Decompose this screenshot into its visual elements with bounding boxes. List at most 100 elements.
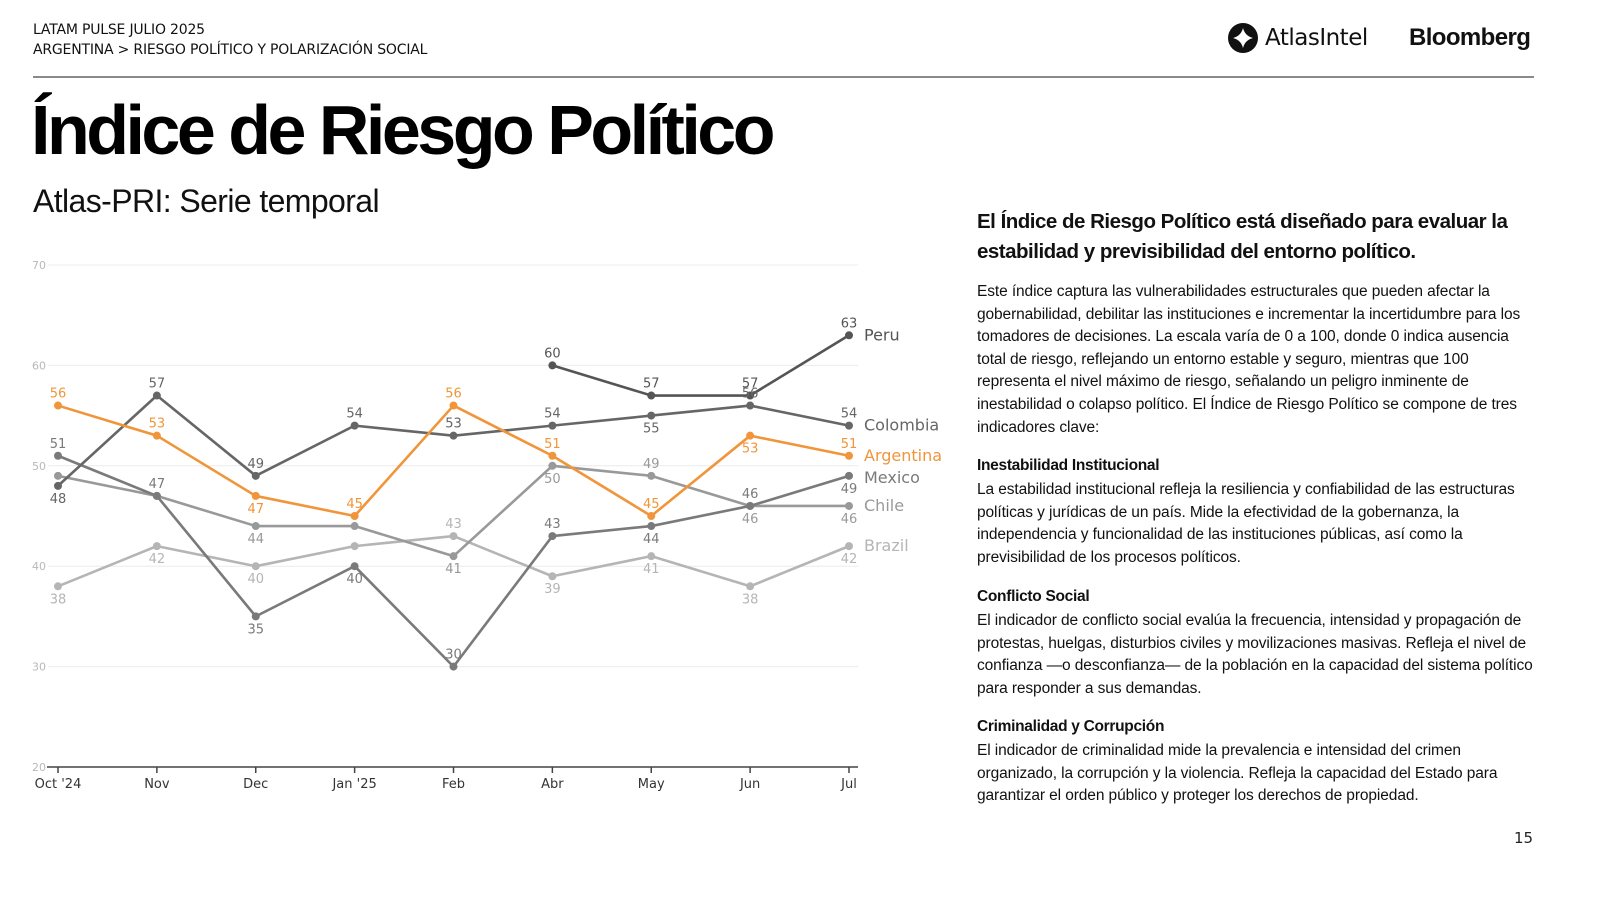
data-label: 51 xyxy=(544,437,561,452)
data-point-chile xyxy=(647,471,656,480)
data-label: 42 xyxy=(149,552,166,567)
x-tick-label: Nov xyxy=(144,777,170,792)
data-point-mexico xyxy=(746,501,755,510)
data-label: 53 xyxy=(742,442,759,457)
page-number: 15 xyxy=(1514,829,1534,847)
report-name: LATAM PULSE JULIO 2025 xyxy=(33,22,205,38)
data-point-colombia xyxy=(746,401,755,410)
data-point-peru xyxy=(647,391,656,400)
bloomberg-logo: Bloomberg xyxy=(1409,24,1531,51)
data-point-brazil xyxy=(548,572,557,581)
data-point-chile xyxy=(548,461,557,470)
data-point-brazil xyxy=(54,582,62,591)
data-point-colombia xyxy=(647,411,656,420)
data-point-chile xyxy=(449,552,458,561)
header-divider xyxy=(33,76,1534,78)
data-point-mexico xyxy=(152,491,161,500)
data-label: 40 xyxy=(346,572,363,587)
data-point-mexico xyxy=(449,662,458,671)
data-point-chile xyxy=(845,501,853,510)
data-point-argentina xyxy=(251,491,260,500)
gridlines: 20 30 40 50 60 70 xyxy=(32,259,858,774)
data-label: 48 xyxy=(50,492,67,507)
sidebar-intro: Este índice captura las vulnerabilidades… xyxy=(977,283,1521,436)
data-label: 41 xyxy=(643,562,660,577)
data-label: 47 xyxy=(247,502,264,517)
data-label: 57 xyxy=(742,377,759,392)
x-tick-label: Jul xyxy=(840,777,857,792)
series-legend-brazil: Brazil xyxy=(864,536,909,555)
data-label: 41 xyxy=(445,562,462,577)
data-point-colombia xyxy=(350,421,359,430)
data-label: 44 xyxy=(643,532,660,547)
data-label: 57 xyxy=(149,377,166,392)
data-label: 49 xyxy=(643,457,660,472)
data-label: 39 xyxy=(544,582,561,597)
series-legend-argentina: Argentina xyxy=(864,446,942,465)
data-label: 45 xyxy=(346,497,363,512)
data-point-argentina xyxy=(54,401,62,410)
data-label: 43 xyxy=(445,517,462,532)
indicator-text-criminalidad: El indicador de criminalidad mide la pre… xyxy=(977,742,1498,805)
data-labels: 60 57 57 63 Peru 48 57 49 54 53 54 55 56 54 Colombia 56… xyxy=(50,316,942,662)
breadcrumb: ARGENTINA > RIESGO POLÍTICO Y POLARIZACI… xyxy=(33,42,428,58)
data-point-argentina xyxy=(647,512,656,520)
data-point-chile xyxy=(350,522,359,531)
page-subtitle: Atlas-PRI: Serie temporal xyxy=(33,183,380,219)
data-label: 54 xyxy=(346,407,363,422)
series-legend-chile: Chile xyxy=(864,496,904,515)
data-point-argentina xyxy=(449,401,458,410)
y-tick-label: 50 xyxy=(32,460,46,473)
x-tick-label: Dec xyxy=(243,777,268,792)
x-tick-label: Oct '24 xyxy=(35,777,82,792)
data-point-brazil xyxy=(449,532,458,541)
data-label: 35 xyxy=(247,622,264,637)
data-point-mexico xyxy=(647,522,656,531)
data-label: 49 xyxy=(841,482,858,497)
y-tick-label: 70 xyxy=(32,259,46,272)
x-axis: Oct '24 Nov Dec Jan '25 Feb Abr May Jun Jul xyxy=(35,766,858,792)
data-point-brazil xyxy=(350,542,359,551)
data-label: 46 xyxy=(742,512,759,527)
data-point-brazil xyxy=(845,542,853,551)
data-point-mexico xyxy=(548,532,557,541)
data-label: 46 xyxy=(742,487,759,502)
data-point-chile xyxy=(54,471,62,480)
indicator-title-institucional: Inestabilidad Institucional xyxy=(977,457,1160,474)
data-point-colombia xyxy=(54,481,62,490)
series-legend-peru: Peru xyxy=(864,325,900,344)
data-point-brazil xyxy=(251,562,260,571)
data-label: 53 xyxy=(445,417,462,432)
data-point-colombia xyxy=(548,421,557,430)
data-point-argentina xyxy=(746,431,755,440)
x-tick-label: Feb xyxy=(442,777,465,792)
atlasintel-wordmark: AtlasIntel xyxy=(1265,25,1368,51)
series-line-peru xyxy=(551,334,850,397)
x-tick-label: Jan '25 xyxy=(331,777,376,792)
data-label: 40 xyxy=(247,572,264,587)
data-label: 38 xyxy=(742,592,759,607)
data-label: 55 xyxy=(643,422,660,437)
series-legend-colombia: Colombia xyxy=(864,416,939,435)
series-legend-mexico: Mexico xyxy=(864,468,920,487)
data-label: 30 xyxy=(445,648,462,663)
data-point-mexico xyxy=(54,451,62,460)
series-lines xyxy=(54,331,853,671)
data-point-peru xyxy=(746,391,755,400)
indicator-text-institucional: La estabilidad institucional refleja la … xyxy=(977,481,1515,566)
x-tick-label: May xyxy=(638,777,665,792)
data-label: 57 xyxy=(643,377,660,392)
data-point-colombia xyxy=(845,421,853,430)
data-label: 38 xyxy=(50,592,67,607)
y-tick-label: 30 xyxy=(32,661,46,674)
data-point-mexico xyxy=(251,612,260,621)
data-label: 54 xyxy=(544,407,561,422)
data-label: 56 xyxy=(445,387,462,402)
y-tick-label: 60 xyxy=(32,359,46,372)
data-point-peru xyxy=(548,361,557,370)
data-label: 47 xyxy=(149,477,166,492)
data-label: 45 xyxy=(643,497,660,512)
atlasintel-logo: AtlasIntel xyxy=(1227,22,1368,54)
data-point-mexico xyxy=(350,562,359,571)
indicator-title-criminalidad: Criminalidad y Corrupción xyxy=(977,718,1165,735)
